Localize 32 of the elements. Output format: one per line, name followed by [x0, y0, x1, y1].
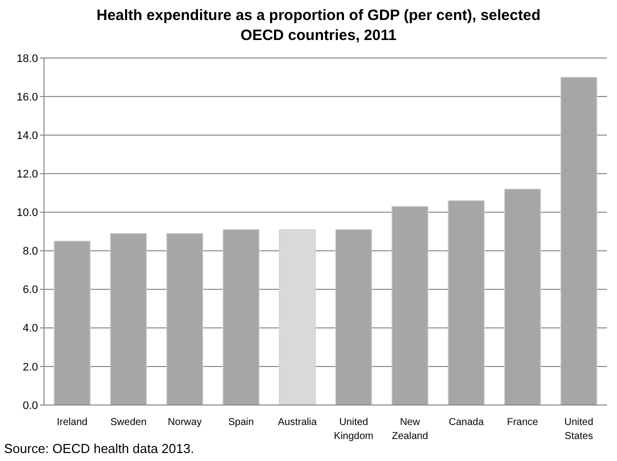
x-tick-label: United States — [564, 417, 594, 442]
bar — [222, 229, 260, 406]
x-tick-label: Sweden — [110, 417, 147, 428]
y-tick-label: 10.0 — [16, 207, 38, 220]
y-tick-label: 2.0 — [22, 361, 38, 374]
y-tick-label: 16.0 — [16, 91, 38, 104]
bar — [448, 200, 485, 406]
bar — [278, 229, 316, 406]
x-tick-label: Norway — [168, 417, 202, 428]
x-tick-label: Ireland — [56, 417, 88, 428]
bar — [335, 229, 372, 406]
y-tick-label: 0.0 — [22, 400, 38, 412]
x-tick-label: Australia — [278, 417, 318, 428]
y-tick-label: 8.0 — [22, 246, 38, 258]
bar — [166, 233, 204, 406]
x-tick-label: France — [506, 417, 539, 428]
x-tick-label: New Zealand — [392, 417, 428, 442]
bar — [110, 233, 147, 406]
y-tick-label: 12.0 — [16, 168, 38, 181]
y-tick-label: 6.0 — [22, 284, 38, 296]
bar — [392, 206, 428, 406]
x-tick-label: Spain — [228, 417, 254, 428]
chart-title: Health expenditure as a proportion of GDP (per cent), selected OECD countries, 2011 — [96, 7, 540, 44]
y-tick-label: 18.0 — [16, 52, 38, 65]
bar — [560, 76, 598, 406]
x-tick-label: United Kingdom — [334, 417, 374, 442]
bar — [504, 188, 541, 406]
bar — [54, 240, 91, 406]
y-tick-label: 4.0 — [22, 322, 38, 335]
y-tick-label: 14.0 — [16, 130, 38, 142]
x-tick-label: Canada — [448, 417, 484, 428]
source-note: Source: OECD health data 2013. — [4, 441, 194, 456]
